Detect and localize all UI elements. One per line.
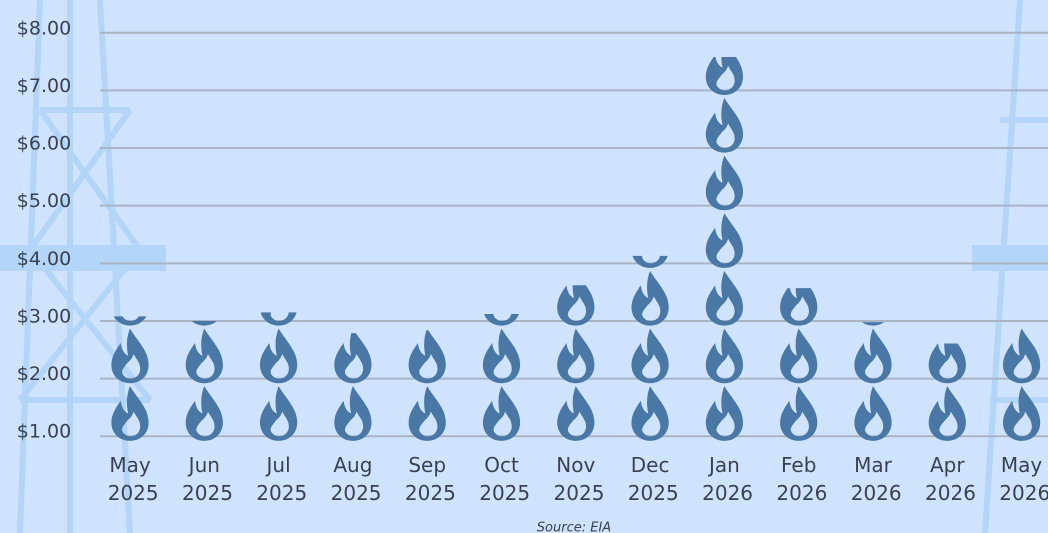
- flame-column: [780, 288, 818, 441]
- flame-icon: [861, 322, 885, 326]
- flame-column: [928, 343, 966, 441]
- flame-column: [854, 322, 892, 441]
- flame-icon: [780, 288, 818, 326]
- y-tick-label: $5.00: [17, 190, 71, 212]
- y-tick-label: $3.00: [17, 305, 71, 327]
- flame-icon: [854, 328, 892, 384]
- pylon-arm: [972, 245, 1048, 271]
- x-tick-label: Sep 2025: [399, 453, 456, 505]
- x-tick-label: Feb 2026: [770, 453, 827, 505]
- x-tick-label: Oct 2025: [473, 453, 530, 505]
- flame-icon: [111, 386, 149, 441]
- flame-icon: [631, 386, 669, 441]
- flame-icon: [408, 386, 446, 441]
- flame-icon: [191, 320, 217, 326]
- x-tick-label: May 2025: [101, 453, 158, 505]
- y-tick-label: $6.00: [17, 133, 71, 155]
- flame-icon: [631, 270, 669, 326]
- flame-column: [334, 333, 372, 441]
- flame-icon: [185, 386, 223, 441]
- flame-icon: [705, 97, 744, 153]
- x-tick-label: May 2026: [993, 453, 1048, 505]
- flame-column: [408, 330, 446, 441]
- flame-icon: [928, 386, 966, 441]
- flame-icon: [705, 386, 744, 441]
- flame-icon: [631, 328, 669, 384]
- flame-icon: [334, 386, 372, 441]
- flame-icon: [780, 386, 818, 441]
- flame-icon: [259, 386, 298, 441]
- flame-column: [557, 285, 595, 441]
- x-tick-label: Jun 2025: [176, 453, 233, 505]
- flame-column: [185, 320, 223, 441]
- flame-icon: [928, 343, 966, 384]
- flame-icon: [557, 285, 595, 326]
- flame-column: [259, 312, 298, 441]
- x-tick-label: Apr 2026: [919, 453, 976, 505]
- flame-icon: [484, 314, 519, 326]
- flame-icon: [113, 316, 147, 326]
- flame-icon: [705, 213, 744, 268]
- flame-icon: [260, 312, 297, 326]
- flame-icon: [632, 255, 668, 268]
- y-tick-label: $2.00: [17, 363, 71, 385]
- source: Source: EIA: [537, 521, 611, 533]
- flame-icon: [1002, 329, 1041, 384]
- flame-icon: [482, 328, 521, 384]
- flame-icon: [557, 328, 595, 384]
- flame-icon: [705, 328, 744, 384]
- x-tick-label: Mar 2026: [844, 453, 901, 505]
- x-tick-label: Dec 2025: [621, 453, 678, 505]
- y-tick-label: $4.00: [17, 248, 71, 270]
- x-tick-label: Jan 2026: [696, 453, 753, 505]
- flame-icon: [705, 270, 744, 326]
- flame-icon: [482, 386, 521, 441]
- flame-icon: [259, 328, 298, 384]
- y-tick-label: $8.00: [17, 17, 71, 39]
- flame-icon: [780, 328, 818, 384]
- flame-icon: [185, 328, 223, 384]
- pylon-arm: [0, 245, 166, 271]
- flame-column: [482, 314, 521, 441]
- flame-column: [705, 56, 744, 441]
- flame-icon: [705, 56, 744, 96]
- flame-icon: [854, 386, 892, 441]
- flame-icon: [705, 155, 744, 211]
- flame-icon: [111, 328, 149, 384]
- flame-icon: [334, 333, 372, 384]
- flame-column: [631, 255, 669, 441]
- x-tick-label: Nov 2025: [547, 453, 604, 505]
- x-tick-label: Aug 2025: [324, 453, 381, 505]
- y-tick-label: $1.00: [17, 421, 71, 443]
- flame-icon: [1002, 386, 1041, 441]
- flame-column: [111, 316, 149, 441]
- x-tick-label: Jul 2025: [250, 453, 307, 505]
- flame-icon: [408, 330, 446, 384]
- flame-icon: [557, 386, 595, 441]
- flame-column: [1002, 329, 1041, 441]
- y-tick-label: $7.00: [17, 75, 71, 97]
